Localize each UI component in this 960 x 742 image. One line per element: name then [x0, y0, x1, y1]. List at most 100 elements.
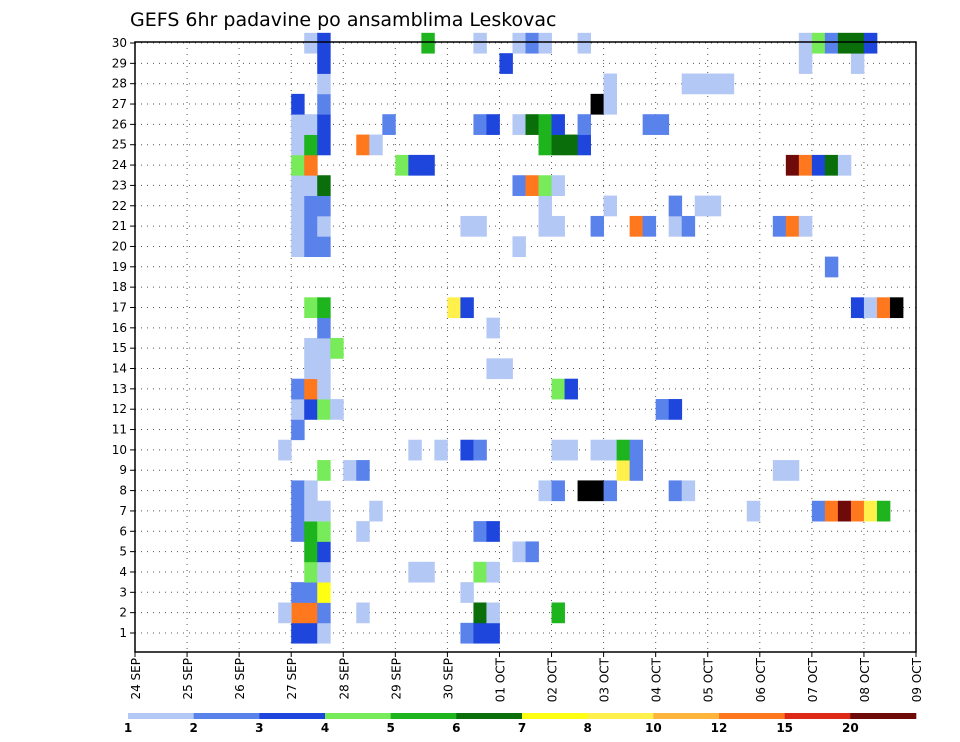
heatmap-cell: [356, 521, 370, 542]
y-axis-ticks: 1234567891011121314151617181920212223242…: [112, 36, 135, 640]
heatmap-cell: [603, 93, 618, 115]
heatmap-cell: [304, 480, 318, 502]
heatmap-cell: [317, 541, 331, 563]
heatmap-cell: [837, 32, 852, 54]
heatmap-cell: [291, 93, 305, 115]
heatmap-cell: [317, 134, 331, 156]
heatmap-cell: [499, 358, 513, 380]
y-tick-label: 16: [112, 321, 127, 335]
heatmap-cell: [304, 338, 318, 359]
heatmap-cell: [616, 439, 631, 461]
heatmap-cell: [317, 32, 331, 54]
heatmap-cell: [824, 256, 839, 278]
legend-swatch: [390, 713, 457, 719]
heatmap-cell: [317, 175, 331, 196]
heatmap-cell: [512, 32, 526, 54]
heatmap-cell: [629, 460, 644, 481]
heatmap-cell: [889, 297, 904, 319]
heatmap-cell: [317, 317, 331, 339]
heatmap-cell: [304, 175, 318, 196]
heatmap-cell: [304, 114, 318, 135]
heatmap-cell: [824, 32, 839, 54]
y-tick-label: 30: [112, 36, 127, 50]
legend-label: 4: [321, 721, 329, 735]
heatmap-cell: [369, 134, 383, 156]
heatmap-cell: [473, 561, 487, 583]
heatmap-cell: [291, 175, 305, 196]
heatmap-cell: [850, 297, 865, 319]
heatmap-cell: [850, 32, 865, 54]
heatmap-cell: [421, 32, 435, 54]
y-tick-label: 28: [112, 77, 127, 91]
heatmap-cell: [772, 215, 787, 237]
x-tick-label: 28 SEP: [337, 658, 351, 700]
legend-swatch: [522, 713, 588, 719]
heatmap-cell: [304, 582, 318, 603]
heatmap-cell: [629, 439, 644, 461]
heatmap-cell: [291, 134, 305, 156]
heatmap-cell: [512, 541, 526, 563]
heatmap-cell: [317, 399, 331, 420]
heatmap-cell: [564, 378, 578, 400]
heatmap-cell: [304, 236, 318, 258]
heatmap-cell: [304, 399, 318, 420]
y-tick-label: 27: [112, 97, 127, 111]
heatmap-cell: [304, 500, 318, 522]
x-tick-label: 03 OCT: [598, 657, 612, 702]
heatmap-cell: [668, 399, 683, 420]
heatmap-cell: [590, 215, 604, 237]
heatmap-cell: [356, 134, 370, 156]
heatmap-cell: [642, 114, 657, 135]
heatmap-cell: [408, 439, 422, 461]
heatmap-cell: [538, 175, 552, 196]
heatmap-cell: [317, 53, 331, 74]
y-tick-label: 22: [112, 199, 127, 213]
heatmap-cell: [681, 215, 696, 237]
heatmap-cell: [304, 297, 318, 319]
y-tick-label: 1: [119, 626, 127, 640]
legend-label: 7: [518, 721, 526, 735]
y-tick-label: 25: [112, 138, 127, 152]
heatmap-cell: [681, 73, 696, 95]
heatmap-cell: [798, 53, 813, 74]
heatmap-cell: [395, 154, 409, 176]
heatmap-cell: [486, 561, 500, 583]
heatmap-cell: [317, 500, 331, 522]
x-tick-label: 02 OCT: [546, 657, 560, 702]
y-tick-label: 5: [119, 545, 127, 559]
y-tick-label: 6: [119, 524, 127, 538]
heatmap-cell: [291, 114, 305, 135]
heatmap-cell: [421, 561, 435, 583]
heatmap-cell: [525, 541, 539, 563]
heatmap-cell: [746, 500, 761, 522]
heatmap-cell: [291, 419, 305, 441]
heatmap-cell: [811, 32, 826, 54]
y-tick-label: 19: [112, 260, 127, 274]
heatmap-cell: [551, 480, 565, 502]
heatmap-cell: [317, 561, 331, 583]
legend-label: 2: [189, 721, 197, 735]
x-tick-label: 04 OCT: [650, 657, 664, 702]
y-tick-label: 14: [112, 362, 127, 376]
heatmap-cell: [603, 195, 618, 217]
heatmap-cell: [343, 460, 357, 481]
heatmap-cell: [837, 500, 852, 522]
x-tick-label: 09 OCT: [910, 657, 924, 702]
heatmap-cell: [291, 500, 305, 522]
legend-label: 1: [124, 721, 132, 735]
heatmap-cell: [304, 378, 318, 400]
heatmap-cell: [655, 114, 670, 135]
heatmap-cell: [486, 358, 500, 380]
heatmap-cell: [317, 521, 331, 542]
heatmap-cell: [330, 338, 344, 359]
x-tick-label: 30 SEP: [441, 658, 455, 700]
y-tick-label: 17: [112, 300, 127, 314]
heatmap-cell: [473, 32, 487, 54]
heatmap-cell: [304, 521, 318, 542]
heatmap-cell: [304, 32, 318, 54]
heatmap-cell: [304, 541, 318, 563]
heatmap-cell: [785, 154, 800, 176]
heatmap-cell: [473, 602, 487, 624]
heatmap-cell: [538, 215, 552, 237]
heatmap-cell: [525, 114, 539, 135]
